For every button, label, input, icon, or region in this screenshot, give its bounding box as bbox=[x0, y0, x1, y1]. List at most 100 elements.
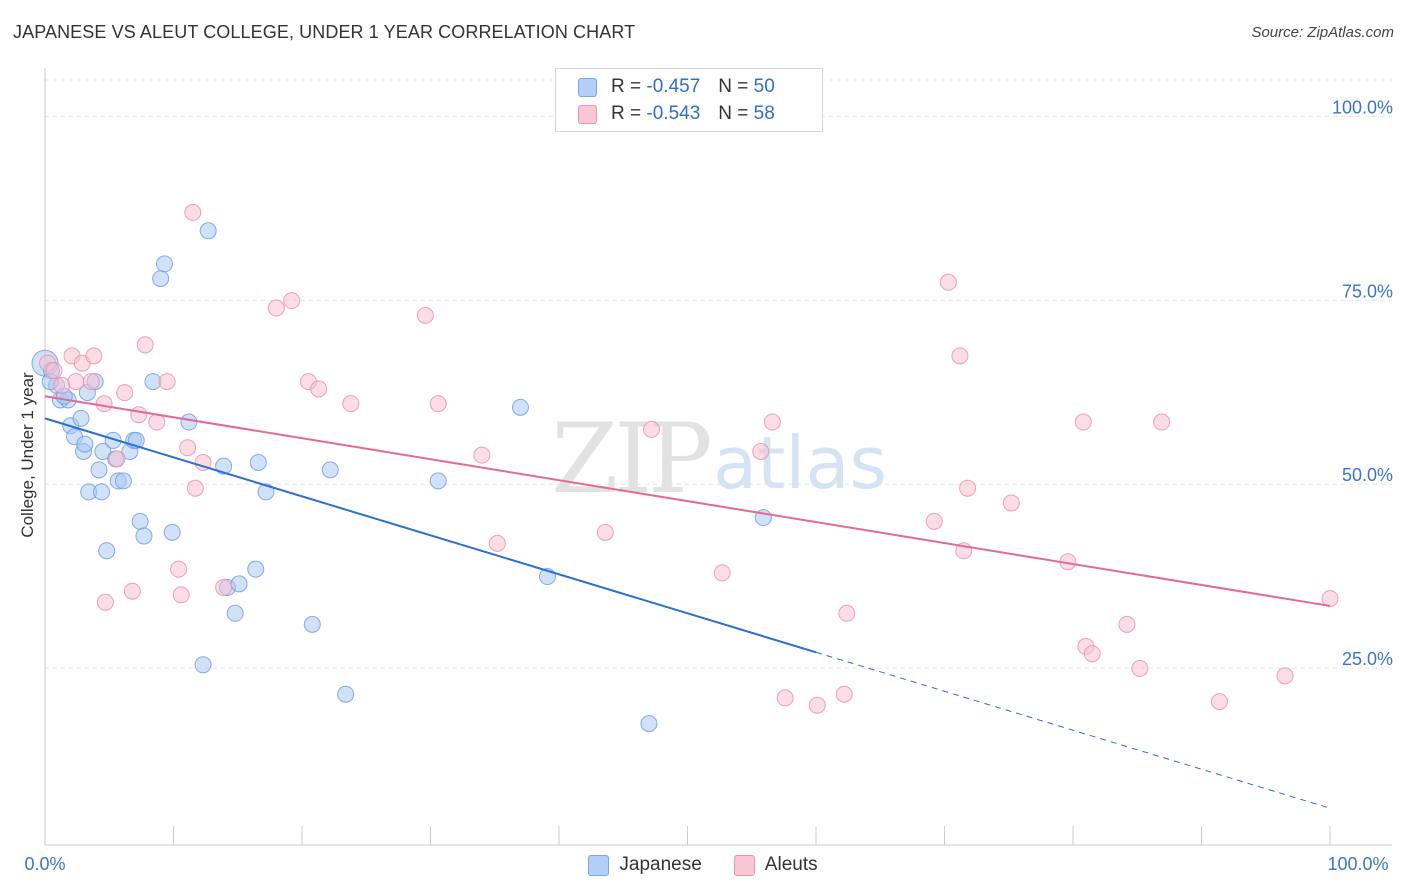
japanese-point bbox=[257, 483, 275, 501]
watermark-layer: ZIP atlas bbox=[551, 403, 887, 515]
aleuts-point bbox=[1002, 494, 1020, 512]
japanese-point bbox=[93, 483, 111, 501]
japanese-point bbox=[230, 575, 248, 593]
aleuts-point bbox=[53, 376, 71, 394]
aleuts-point bbox=[808, 696, 826, 714]
aleuts-point bbox=[108, 450, 126, 468]
aleuts-point bbox=[267, 299, 285, 317]
y-axis-title: College, Under 1 year bbox=[18, 372, 37, 538]
japanese-point bbox=[144, 373, 162, 391]
japanese-point bbox=[215, 457, 233, 475]
aleuts-point bbox=[1276, 667, 1294, 685]
aleuts-point bbox=[713, 564, 731, 582]
aleuts-point bbox=[939, 273, 957, 291]
aleuts-point bbox=[45, 362, 63, 380]
legend-japanese-label: Japanese bbox=[619, 854, 702, 875]
japanese-point bbox=[98, 542, 116, 560]
legend-aleuts-label: Aleuts bbox=[764, 854, 818, 875]
watermark: ZIP bbox=[551, 403, 710, 515]
legend-japanese-swatch bbox=[588, 854, 610, 876]
n-value-aleuts: 58 bbox=[753, 103, 775, 124]
aleuts-point bbox=[838, 604, 856, 622]
aleuts-point bbox=[763, 413, 781, 431]
stats-row-aleuts: R = -0.543 N = 58 bbox=[578, 101, 775, 127]
legend: Japanese Aleuts bbox=[0, 852, 1406, 878]
aleuts-point bbox=[959, 479, 977, 497]
trend-layer bbox=[44, 395, 1331, 809]
aleuts-point bbox=[1083, 645, 1101, 663]
japanese-point bbox=[303, 615, 321, 633]
legend-item-japanese[interactable]: Japanese bbox=[588, 854, 702, 876]
n-label: N = bbox=[718, 76, 749, 97]
aleuts-point bbox=[1131, 659, 1149, 677]
aleuts-point bbox=[67, 373, 85, 391]
y-tick-label: 25.0% bbox=[1342, 649, 1393, 669]
aleuts-point bbox=[215, 579, 233, 597]
aleuts-point bbox=[643, 420, 661, 438]
r-label: R = bbox=[611, 103, 642, 124]
aleuts-point bbox=[136, 336, 154, 354]
aleuts-point bbox=[158, 373, 176, 391]
japanese-point bbox=[249, 454, 267, 471]
aleuts-point bbox=[752, 442, 770, 460]
n-label: N = bbox=[718, 103, 749, 124]
japanese-point bbox=[76, 435, 94, 453]
aleuts-point bbox=[310, 380, 328, 398]
stats-row-japanese: R = -0.457 N = 50 bbox=[578, 74, 775, 100]
aleuts-swatch bbox=[578, 104, 597, 124]
aleuts-point bbox=[488, 534, 506, 552]
y-tick-label: 75.0% bbox=[1342, 281, 1393, 301]
aleuts-point bbox=[835, 685, 853, 703]
aleuts-point bbox=[85, 347, 103, 365]
chart-title: JAPANESE VS ALEUT COLLEGE, UNDER 1 YEAR … bbox=[13, 22, 636, 42]
aleuts-point bbox=[1074, 413, 1092, 431]
aleuts-point bbox=[184, 203, 202, 221]
points-layer bbox=[31, 203, 1339, 733]
aleuts-point bbox=[429, 395, 447, 413]
aleuts-point bbox=[1210, 693, 1228, 711]
watermark-atlas: atlas bbox=[713, 421, 887, 505]
aleuts-point bbox=[130, 406, 148, 424]
japanese-trend-extension bbox=[815, 651, 1331, 809]
aleuts-point bbox=[116, 384, 134, 402]
aleuts-point bbox=[283, 292, 301, 310]
japanese-point bbox=[640, 715, 658, 733]
japanese-point bbox=[156, 255, 174, 273]
japanese-point bbox=[152, 270, 170, 288]
n-value-japanese: 50 bbox=[753, 76, 775, 97]
aleuts-point bbox=[1321, 590, 1339, 608]
aleuts-point bbox=[416, 306, 434, 324]
aleuts-point bbox=[186, 479, 204, 497]
legend-item-aleuts[interactable]: Aleuts bbox=[733, 854, 818, 876]
japanese-point bbox=[337, 685, 355, 703]
aleuts-point bbox=[951, 347, 969, 365]
japanese-point bbox=[163, 523, 181, 541]
aleuts-point bbox=[596, 523, 614, 541]
japanese-point bbox=[180, 413, 198, 431]
stats-box: R = -0.457 N = 50 R = -0.543 N = 58 bbox=[555, 68, 823, 132]
japanese-point bbox=[135, 527, 153, 545]
japanese-swatch bbox=[578, 77, 597, 97]
aleuts-point bbox=[1118, 615, 1136, 633]
aleuts-point bbox=[179, 439, 197, 457]
label-layer: 25.0% 50.0% 75.0% 100.0% 0.0% 100.0% bbox=[24, 97, 1393, 874]
r-value-aleuts: -0.543 bbox=[646, 103, 701, 124]
r-value-japanese: -0.457 bbox=[646, 76, 701, 97]
x-tick-label-min: 0.0% bbox=[24, 854, 65, 874]
aleuts-point bbox=[172, 586, 190, 604]
aleuts-point bbox=[170, 560, 188, 578]
japanese-point bbox=[199, 222, 217, 240]
aleuts-point bbox=[925, 512, 943, 530]
r-label: R = bbox=[611, 76, 642, 97]
aleuts-point bbox=[82, 373, 100, 391]
aleuts-point bbox=[123, 582, 141, 600]
japanese-point bbox=[94, 442, 112, 460]
aleuts-point bbox=[473, 446, 491, 464]
japanese-point bbox=[511, 398, 529, 416]
japanese-point bbox=[247, 560, 265, 578]
aleuts-trend-line bbox=[44, 395, 1331, 607]
aleuts-point bbox=[95, 395, 113, 413]
japanese-point bbox=[131, 512, 149, 530]
japanese-trend-line bbox=[44, 417, 817, 654]
